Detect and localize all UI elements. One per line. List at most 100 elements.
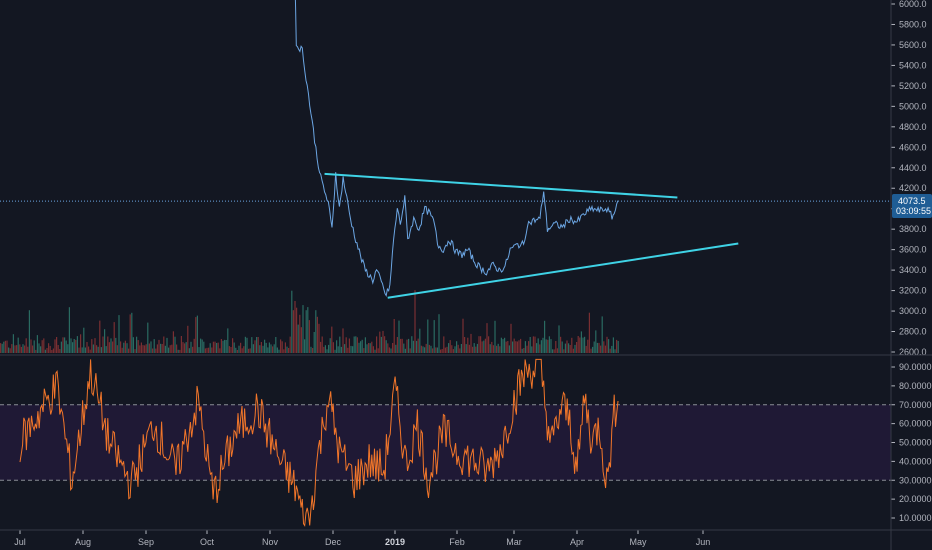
volume-bar: [152, 348, 154, 353]
volume-bar: [196, 315, 198, 353]
volume-bar: [361, 339, 363, 353]
volume-bar: [1, 343, 3, 353]
volume-bar: [427, 319, 429, 353]
volume-bar: [300, 327, 302, 353]
volume-bar: [561, 341, 563, 353]
time-tick-label: Apr: [570, 537, 584, 547]
volume-bar: [288, 348, 290, 353]
volume-bar: [254, 340, 256, 353]
trendlines[interactable]: [324, 172, 739, 299]
rsi-tick-label: 10.0000: [899, 513, 932, 523]
volume-bar: [372, 346, 374, 353]
volume-bar: [473, 343, 475, 353]
volume-bar: [568, 343, 570, 353]
volume-bar: [195, 317, 197, 353]
rsi-tick-label: 50.0000: [899, 438, 932, 448]
volume-bar: [305, 310, 307, 353]
volume-bar: [320, 341, 322, 353]
rsi-tick-label: 30.0000: [899, 475, 932, 485]
volume-bar: [12, 334, 14, 353]
volume-bar: [102, 336, 104, 353]
volume-bar: [59, 349, 61, 353]
volume-bar: [232, 338, 234, 353]
volume-bar: [70, 338, 72, 353]
volume-bar: [148, 343, 150, 353]
volume-bar: [276, 347, 278, 353]
volume-bar: [550, 339, 552, 353]
volume-bar: [419, 328, 421, 353]
rsi-tick-label: 40.0000: [899, 456, 932, 466]
volume-bar: [528, 341, 530, 353]
volume-bar: [132, 337, 134, 353]
volume-bar: [350, 345, 352, 353]
volume-bar: [131, 312, 133, 353]
volume-bar: [489, 344, 491, 353]
volume-bar: [291, 290, 293, 353]
volume-bar: [9, 348, 11, 353]
time-tick-label: Sep: [138, 537, 154, 547]
volume-bar: [329, 338, 331, 353]
volume-bar: [140, 342, 142, 353]
time-tick-label: Oct: [200, 537, 215, 547]
last-price-label: 4073.5: [898, 196, 926, 206]
volume-bar: [168, 347, 170, 353]
volume-bar: [436, 347, 438, 353]
volume-bar: [356, 337, 358, 353]
volume-bar: [147, 322, 149, 353]
volume-bar: [592, 346, 594, 353]
trendline-upper[interactable]: [324, 172, 678, 199]
volume-bar: [144, 345, 146, 353]
volume-bar: [406, 339, 408, 353]
volume-bar: [25, 338, 27, 353]
volume-bar: [588, 312, 590, 353]
volume-bar: [563, 349, 565, 353]
volume-bar: [430, 345, 432, 353]
volume-bar: [32, 345, 34, 353]
volume-bar: [564, 343, 566, 353]
volume-bar: [448, 343, 450, 353]
volume-bar: [524, 341, 526, 353]
volume-bar: [179, 349, 181, 353]
volume-bar: [318, 323, 320, 353]
volume-bar: [262, 345, 264, 353]
volume-bar: [17, 337, 19, 353]
volume-bar: [176, 344, 178, 353]
volume-bar: [313, 332, 315, 353]
volume-bar: [166, 337, 168, 353]
volume-bar: [432, 348, 434, 353]
volume-bar: [321, 336, 323, 353]
price-tick-label: 6000.0: [899, 0, 927, 9]
volume-bar: [72, 342, 74, 353]
volume-bar: [500, 337, 502, 353]
volume-bar: [497, 343, 499, 353]
volume-bar: [507, 341, 509, 353]
volume-bar: [307, 307, 309, 353]
volume-bar: [364, 337, 366, 353]
volume-bar: [284, 342, 286, 353]
trendline-lower[interactable]: [387, 242, 739, 299]
price-tick-label: 3200.0: [899, 286, 927, 296]
volume-bar: [190, 341, 192, 353]
volume-bar: [390, 348, 392, 353]
volume-bar: [222, 340, 224, 353]
volume-bar: [396, 337, 398, 353]
volume-bar: [198, 347, 200, 353]
volume-bar: [65, 340, 67, 353]
volume-bar: [92, 344, 94, 353]
volume-bar: [438, 314, 440, 353]
volume-bar: [270, 344, 272, 353]
volume-bar: [416, 340, 418, 353]
volume-bar: [120, 341, 122, 353]
volume-bar: [560, 336, 562, 353]
volume-bar: [571, 337, 573, 353]
volume-bar: [353, 336, 355, 353]
volume-bar: [488, 336, 490, 353]
volume-bar: [292, 310, 294, 353]
volume-bar: [264, 339, 266, 353]
volume-bar: [241, 348, 243, 353]
volume-bar: [128, 348, 130, 353]
volume-bar: [155, 348, 157, 353]
volume-bar: [616, 339, 618, 353]
volume-bar: [4, 340, 6, 353]
